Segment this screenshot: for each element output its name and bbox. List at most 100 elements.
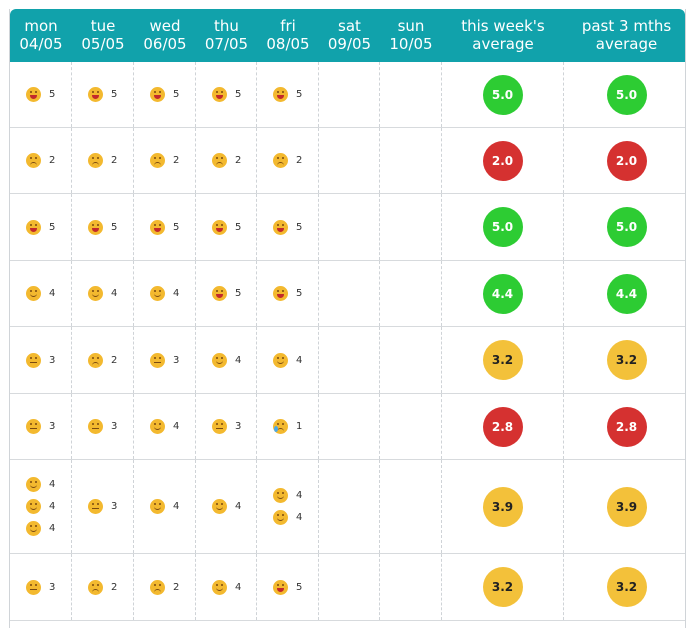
- past-average-cell: 5.0: [564, 62, 685, 127]
- mood-entry[interactable]: 3: [212, 416, 256, 438]
- col-past-average: past 3 mths average: [581, 17, 672, 53]
- past-average-cell: 3.2: [564, 327, 685, 393]
- mood-entry[interactable]: 4: [26, 474, 71, 496]
- mood-entry[interactable]: 5: [150, 216, 195, 238]
- mood-entry[interactable]: 2: [88, 150, 133, 172]
- day-cell-sat: [319, 327, 380, 393]
- week-average-badge: 3.2: [482, 340, 523, 380]
- mood-entry[interactable]: 5: [273, 216, 318, 238]
- mood-board: mon 04/05 tue 05/05 wed 06/05 thu 07/05 fri 0…: [9, 9, 686, 628]
- mood-entry[interactable]: 4: [26, 518, 71, 540]
- day-cell-fri: 4: [257, 327, 319, 393]
- mood-entry[interactable]: 2: [150, 576, 195, 598]
- mood-entry[interactable]: 2: [26, 150, 71, 172]
- mood-entry[interactable]: 1: [273, 416, 318, 438]
- day-cell-fri: 5: [257, 554, 319, 620]
- past-average-badge: 2.0: [606, 140, 647, 181]
- day-cell-mon: 2: [10, 128, 72, 193]
- happy-face-icon: [273, 352, 288, 368]
- mood-entry[interactable]: 5: [212, 216, 256, 238]
- mood-entry[interactable]: 2: [88, 576, 133, 598]
- mood-entry[interactable]: 4: [88, 283, 133, 305]
- mood-entry[interactable]: 5: [273, 283, 318, 305]
- very-happy-face-icon: [150, 87, 165, 102]
- mood-entry[interactable]: 3: [150, 349, 195, 371]
- mood-entry[interactable]: 5: [26, 84, 71, 106]
- mood-entry[interactable]: 5: [26, 216, 71, 238]
- col-mon: mon 04/05: [19, 17, 63, 53]
- mood-score: 5: [111, 89, 118, 100]
- mood-entry[interactable]: 3: [26, 416, 71, 438]
- mood-entry[interactable]: 5: [273, 576, 318, 598]
- day-cell-thu: 5: [196, 194, 257, 260]
- week-average-badge: 5.0: [482, 207, 523, 247]
- mood-score: 5: [296, 288, 303, 299]
- day-cell-sun: [380, 62, 442, 127]
- mood-score: 3: [173, 354, 180, 366]
- mood-entry[interactable]: 3: [88, 496, 133, 518]
- mood-entry[interactable]: 4: [26, 283, 71, 305]
- day-cell-mon: 4 4 4: [10, 460, 72, 553]
- past-average-cell: 3.9: [564, 460, 685, 553]
- week-average-badge: 4.4: [482, 273, 523, 314]
- mood-entry[interactable]: 4: [273, 349, 318, 371]
- sad-face-icon: [212, 153, 227, 168]
- day-cell-thu: 5: [196, 261, 257, 326]
- day-cell-sun: [380, 327, 442, 393]
- mood-score: 5: [173, 221, 180, 233]
- mood-entry[interactable]: 5: [212, 84, 256, 106]
- mood-entry[interactable]: 4: [273, 507, 318, 529]
- mood-entry[interactable]: 4: [212, 576, 256, 598]
- mood-entry[interactable]: 5: [88, 84, 133, 106]
- day-cell-mon: 5: [10, 194, 72, 260]
- mood-score: 2: [49, 155, 56, 166]
- mood-score: 3: [235, 421, 242, 432]
- mood-entry[interactable]: 5: [88, 216, 133, 238]
- mood-entry[interactable]: 3: [26, 349, 71, 371]
- mood-entry[interactable]: 2: [273, 150, 318, 172]
- happy-face-icon: [26, 499, 41, 514]
- happy-face-icon: [26, 286, 41, 301]
- very-happy-face-icon: [88, 219, 103, 235]
- mood-entry[interactable]: 4: [212, 496, 256, 518]
- mood-entry[interactable]: 4: [150, 283, 195, 305]
- week-average-cell: 3.9: [442, 460, 564, 553]
- mood-score: 5: [296, 581, 303, 593]
- mood-entry[interactable]: 4: [26, 496, 71, 518]
- mood-entry[interactable]: 5: [212, 283, 256, 305]
- mood-entry[interactable]: 4: [273, 485, 318, 507]
- very-happy-face-icon: [212, 286, 227, 301]
- week-average-badge: 5.0: [482, 74, 523, 115]
- mood-entry[interactable]: 2: [212, 150, 256, 172]
- day-cell-sat: [319, 554, 380, 620]
- mood-entry[interactable]: 2: [88, 349, 133, 371]
- mood-score: 4: [235, 501, 242, 512]
- very-happy-face-icon: [212, 87, 227, 102]
- mood-score: 3: [49, 581, 56, 593]
- day-cell-tue: 2: [72, 554, 134, 620]
- day-cell-sat: [319, 460, 380, 553]
- mood-score: 5: [235, 288, 242, 299]
- mood-entry[interactable]: 4: [212, 349, 256, 371]
- mood-entry[interactable]: 3: [88, 416, 133, 438]
- week-average-badge: 3.9: [482, 486, 523, 527]
- mood-entry[interactable]: 4: [150, 496, 195, 518]
- mood-score: 2: [296, 155, 303, 166]
- week-average-badge: 2.0: [482, 140, 523, 181]
- very-happy-face-icon: [212, 219, 227, 235]
- day-cell-tue: 4: [72, 261, 134, 326]
- crying-face-icon: [273, 419, 288, 434]
- mood-entry[interactable]: 2: [150, 150, 195, 172]
- day-cell-mon: 3: [10, 327, 72, 393]
- day-cell-sat: [319, 261, 380, 326]
- mood-entry[interactable]: 5: [273, 84, 318, 106]
- mood-score: 4: [49, 479, 56, 490]
- day-cell-thu: 5: [196, 62, 257, 127]
- happy-face-icon: [150, 286, 165, 301]
- mood-score: 1: [296, 421, 303, 432]
- mood-entry[interactable]: 4: [150, 416, 195, 438]
- table-row: 3 3 4 3 1 2.8 2.8: [10, 394, 685, 460]
- mood-entry[interactable]: 3: [26, 576, 71, 598]
- mood-entry[interactable]: 5: [150, 84, 195, 106]
- very-happy-face-icon: [150, 219, 165, 235]
